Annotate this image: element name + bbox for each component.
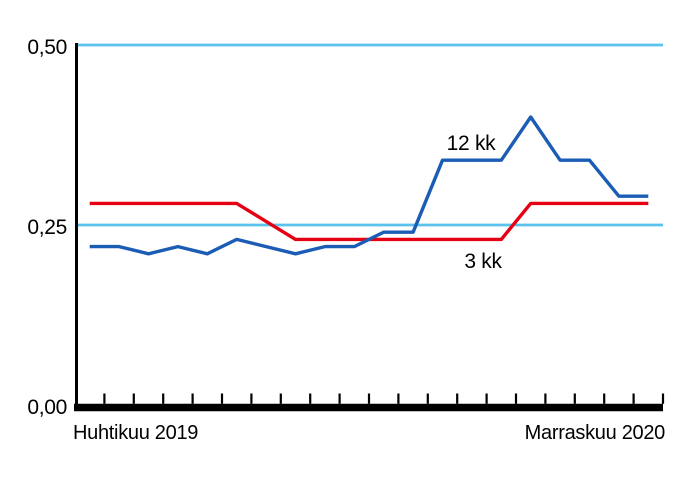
series-line-3-kk — [89, 201, 649, 242]
series-line-12-kk — [89, 115, 649, 256]
y-axis-tick-label-0-50: 0,50 — [27, 36, 67, 59]
x-axis-label-end: Marraskuu 2020 — [524, 422, 666, 444]
series-label-12kk: 12 kk — [446, 132, 496, 155]
y-axis-tick-label-0-00: 0,00 — [27, 396, 67, 419]
series-label-3kk: 3 kk — [464, 250, 502, 273]
x-axis-label-start: Huhtikuu 2019 — [73, 422, 199, 444]
y-axis-tick-label-0-25: 0,25 — [27, 216, 67, 239]
